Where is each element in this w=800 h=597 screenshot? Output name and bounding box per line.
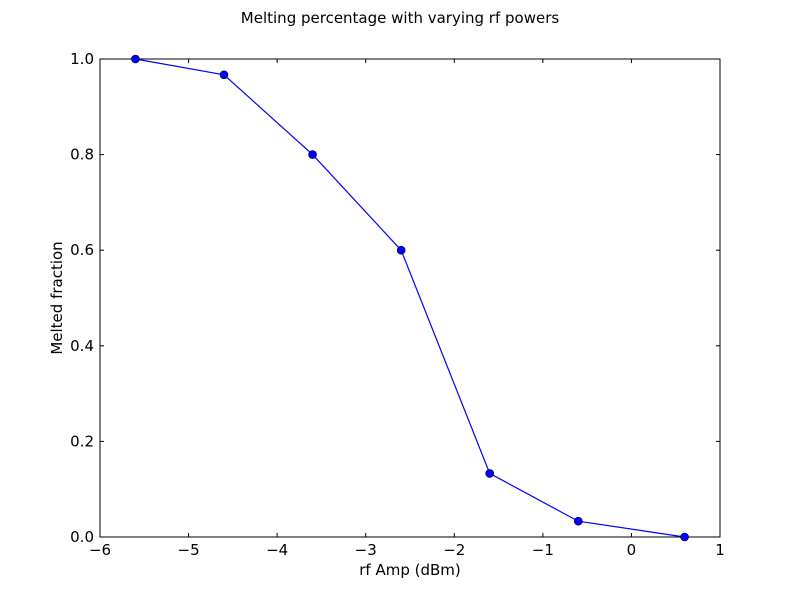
data-point	[308, 150, 317, 159]
x-tick-label: −6	[89, 541, 111, 559]
x-tick-label: −1	[532, 541, 554, 559]
x-tick-label: 0	[627, 541, 637, 559]
plot-frame	[99, 58, 721, 538]
y-tick-label: 0.8	[70, 146, 94, 164]
y-tick-label: 0.2	[70, 432, 94, 450]
x-tick-label: −4	[266, 541, 288, 559]
series-line	[135, 58, 685, 538]
data-point	[573, 516, 583, 526]
data-point	[219, 70, 229, 80]
x-tick-label: −3	[355, 541, 377, 559]
x-tick-label: 1	[715, 541, 725, 559]
data-point	[131, 54, 140, 64]
y-tick-label: 0.0	[70, 528, 94, 546]
chart-title: Melting percentage with varying rf power…	[241, 9, 560, 27]
y-axis-label: Melted fraction	[48, 241, 66, 354]
data-point	[485, 469, 495, 478]
x-axis-label: rf Amp (dBm)	[359, 561, 461, 579]
x-tick-label: −5	[178, 541, 200, 559]
x-tick-label: −2	[443, 541, 465, 559]
data-point	[680, 532, 689, 542]
y-tick-label: 0.4	[70, 337, 94, 355]
y-tick-label: 0.6	[70, 241, 94, 259]
y-tick-label: 1.0	[70, 50, 94, 68]
data-point	[396, 245, 406, 255]
plot-area: −6 −5 −4 −3 −2 −1 0 1 0.0 0.2 0.4 0.6 0.8 1.0	[70, 50, 725, 559]
